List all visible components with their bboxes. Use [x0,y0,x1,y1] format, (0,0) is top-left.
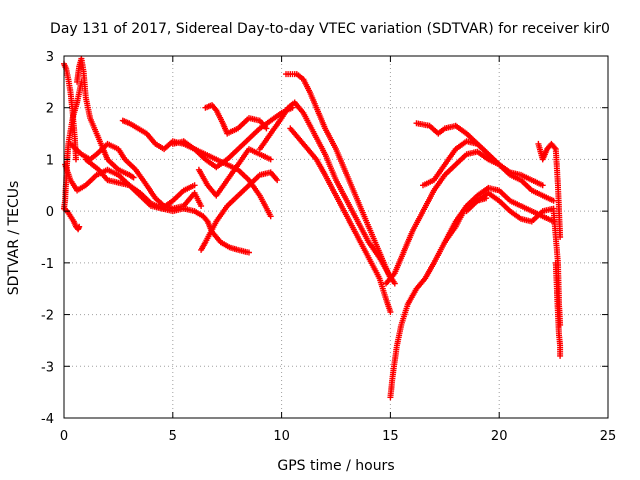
y-tick-label: 2 [46,102,54,117]
data-point [267,156,274,163]
series-track-o [287,125,394,315]
y-tick-label: 3 [46,50,54,65]
series-track-k [195,146,274,199]
series-track-t [441,184,557,246]
series-track-m [256,99,398,287]
y-tick-label: -1 [41,257,54,272]
data-point [387,309,394,315]
data-point [191,182,198,189]
series-track-x [550,208,564,328]
data-point [557,321,564,328]
y-tick-label: -3 [41,360,54,375]
x-tick-label: 10 [273,429,290,444]
series-track-j [202,102,270,137]
x-tick-label: 20 [491,429,508,444]
data-point [198,203,205,209]
series-track-d [74,55,137,181]
data-point [539,182,546,189]
series-track-q [383,148,503,287]
data-point [73,156,79,163]
axis-ticks: 0 5 10 15 20 25 -4 -3 -2 -1 0 1 2 3 [41,50,616,444]
x-axis-label: GPS time / hours [277,458,394,474]
data-point [274,177,281,184]
data-point [557,352,564,359]
data-point [130,174,137,181]
series-track-l [198,169,281,253]
data-point [263,125,270,132]
data-point [76,223,83,230]
series-track-g [82,156,198,212]
y-tick-label: 1 [46,153,54,168]
series-track-c [61,205,83,233]
chart-title: Day 131 of 2017, Sidereal Day-to-day VTE… [50,21,610,37]
y-axis-label: SDTVAR / TECUs [6,181,22,296]
y-tick-label: -4 [41,412,54,427]
y-tick-label: -2 [41,309,54,324]
y-tick-label: 0 [46,205,54,220]
x-tick-label: 0 [60,429,68,444]
series-track-s [420,138,557,204]
data-point [246,249,252,256]
x-tick-label: 25 [600,429,617,444]
data-point [391,280,398,287]
x-tick-label: 15 [382,429,399,444]
x-tick-label: 5 [169,429,177,444]
series-track-v [535,140,564,240]
data-point [267,213,274,220]
series-track-b [61,60,79,163]
plot-frame [63,55,609,419]
series-track-u [463,190,557,225]
data-series [61,55,564,401]
series-track-i [169,104,296,171]
